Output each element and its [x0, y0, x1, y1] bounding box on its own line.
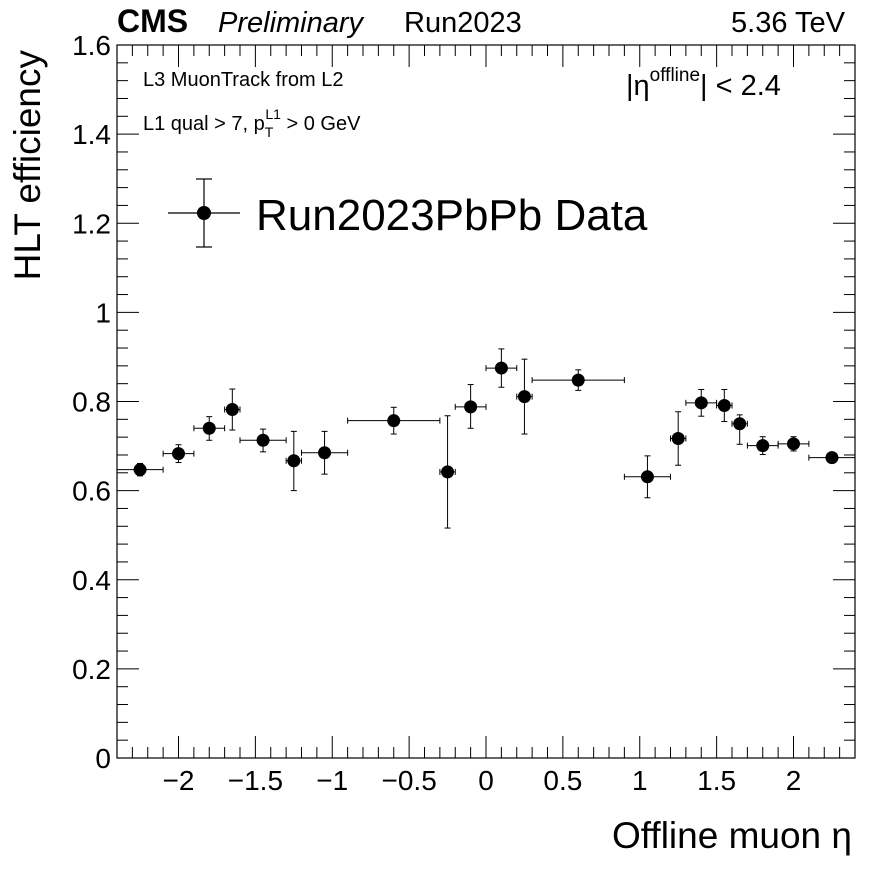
annotation-l1-prefix: L1 qual > 7, p: [143, 113, 265, 135]
data-point: [716, 388, 733, 423]
legend-marker: [197, 206, 211, 220]
y-tick-label: 0.2: [72, 654, 111, 685]
data-marker: [256, 433, 270, 447]
y-tick-label: 0.8: [72, 387, 111, 418]
data-point: [623, 455, 671, 499]
data-point: [516, 358, 533, 435]
x-tick-label: −0.5: [381, 765, 436, 796]
data-marker: [494, 361, 508, 375]
data-marker: [387, 414, 401, 428]
data-point: [347, 406, 441, 435]
data-marker: [287, 454, 301, 468]
y-tick-label: 1.6: [72, 30, 111, 61]
x-tick-label: −1: [316, 765, 348, 796]
x-tick-label: 0.5: [543, 765, 582, 796]
data-marker: [733, 417, 747, 431]
annotation-l1-sub: T: [265, 124, 274, 140]
energy-label: 5.36 TeV: [731, 7, 846, 39]
data-marker: [172, 447, 185, 461]
data-marker: [517, 390, 531, 404]
cms-label: CMS: [117, 3, 188, 39]
x-tick-label: 0: [478, 765, 494, 796]
data-points: [116, 348, 856, 529]
legend: Run2023PbPb Data: [168, 178, 648, 248]
data-point: [808, 451, 856, 465]
axis-ticks: [116, 44, 856, 759]
data-point: [285, 430, 302, 492]
data-marker: [787, 437, 800, 451]
run-label: Run2023: [404, 7, 522, 39]
data-point: [731, 414, 748, 445]
data-marker: [441, 465, 455, 479]
plot-frame: [116, 44, 856, 759]
x-tick-label: −1.5: [228, 765, 283, 796]
data-point: [485, 348, 518, 388]
x-axis-title: Offline muon η: [612, 815, 852, 856]
data-point: [454, 384, 487, 429]
annotation-eta-prefix: |η: [626, 70, 650, 102]
annotation-eta-range: |ηoffline| < 2.4: [626, 65, 781, 102]
legend-label: Run2023PbPb Data: [256, 191, 648, 240]
annotation-l1-suffix: > 0 GeV: [281, 113, 361, 135]
data-marker: [225, 403, 239, 417]
data-marker: [694, 396, 708, 410]
data-marker: [825, 451, 839, 465]
x-tick-label: 1: [632, 765, 648, 796]
data-marker: [671, 431, 685, 445]
data-point: [116, 462, 164, 477]
data-point: [746, 436, 779, 456]
data-marker: [717, 399, 731, 413]
data-point: [439, 415, 456, 529]
data-point: [224, 388, 241, 431]
y-tick-label: 0.4: [72, 565, 111, 596]
data-point: [162, 444, 195, 464]
data-marker: [133, 463, 147, 477]
data-point: [239, 428, 287, 453]
data-point: [685, 388, 718, 417]
data-marker: [756, 439, 770, 453]
x-tick-label: 2: [786, 765, 802, 796]
annotation-l1-selection: L1 qual > 7, pT L1 > 0 GeV: [143, 106, 361, 140]
y-tick-label: 1: [95, 297, 111, 328]
data-point: [301, 430, 349, 475]
y-tick-label: 1.4: [72, 119, 111, 150]
annotation-reco-step: L3 MuonTrack from L2: [143, 69, 343, 91]
data-point: [193, 416, 226, 441]
data-marker: [318, 446, 332, 460]
x-tick-label: −2: [163, 765, 195, 796]
data-marker: [464, 400, 478, 414]
annotation-l1-sup: L1: [265, 106, 281, 122]
data-point: [777, 436, 810, 452]
data-marker: [640, 470, 654, 484]
data-point: [670, 411, 687, 466]
preliminary-label: Preliminary: [218, 7, 365, 39]
data-marker: [202, 421, 216, 435]
annotation-eta-sup: offline: [650, 65, 700, 86]
data-point: [531, 369, 625, 391]
y-tick-label: 0: [95, 743, 111, 774]
data-marker: [571, 373, 585, 387]
y-tick-label: 0.6: [72, 476, 111, 507]
annotation-eta-suffix: | < 2.4: [700, 70, 781, 102]
x-tick-label: 1.5: [697, 765, 736, 796]
y-tick-label: 1.2: [72, 208, 111, 239]
axis-tick-labels: −2 −1.5 −1 −0.5 0 0.5 1 1.5 2 0 0.2 0.4 0.6 0.8 1 1.2 1.…: [72, 30, 801, 796]
y-axis-title: HLT efficiency: [7, 50, 48, 281]
